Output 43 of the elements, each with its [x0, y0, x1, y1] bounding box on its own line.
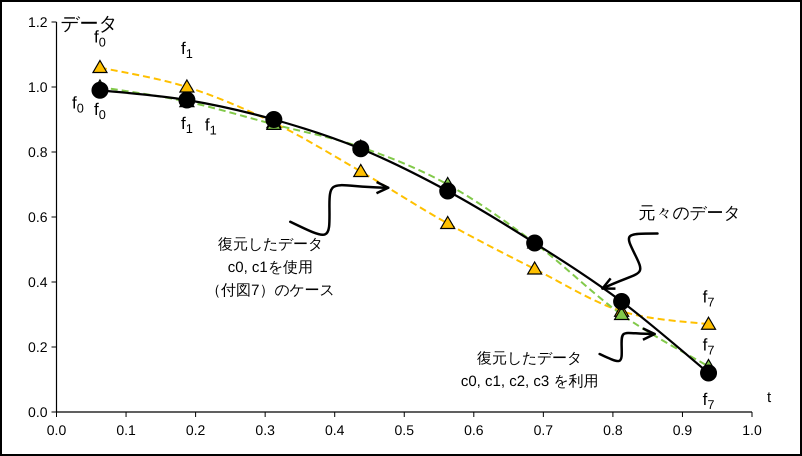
point [440, 216, 456, 230]
point [700, 316, 716, 330]
point [353, 164, 368, 178]
point [265, 111, 282, 128]
x-tick-label: 0.3 [255, 422, 276, 438]
annotation: f$_{0}$ [72, 93, 84, 116]
x-tick-label: 0.7 [534, 422, 554, 438]
annotation: f$_{7}$ [702, 287, 714, 310]
point [91, 82, 108, 99]
x-tick-label: 1.0 [742, 422, 762, 438]
point [439, 182, 456, 200]
y-tick-label: 1.0 [28, 79, 48, 95]
annotation: f$_{7}$ [702, 336, 714, 358]
x-tick-label: 0.2 [186, 422, 206, 438]
x-tick-label: 0.5 [394, 422, 414, 438]
point [700, 364, 718, 382]
annotation: 復元したデータc0, c1を使用（付図7）のケース [206, 236, 334, 299]
annotation: f$_{1}$ [180, 114, 193, 136]
y-tick-label: 0.0 [28, 404, 48, 420]
x-tick-label: 0.4 [324, 422, 345, 438]
annotation: 元々のデータ [638, 204, 740, 222]
x-tick-label: 0.0 [46, 422, 66, 438]
y-tick-label: 1.2 [28, 14, 48, 30]
y-tick-label: 0.6 [28, 209, 48, 225]
y-tick-label: 0.8 [28, 144, 48, 160]
point [527, 261, 542, 275]
y-tick-label: 0.2 [28, 339, 48, 355]
point [179, 79, 195, 93]
x-axis-title: t [767, 389, 772, 406]
annotation: f$_{7}$ [702, 390, 714, 412]
annotation: f$_{0}$ [94, 100, 106, 122]
point [92, 60, 108, 74]
y-tick-label: 0.4 [28, 274, 48, 290]
x-tick-label: 0.9 [672, 422, 692, 438]
annotation: f$_{1}$ [204, 116, 217, 138]
x-tick-label: 0.1 [116, 422, 136, 438]
point [352, 140, 370, 158]
x-tick-label: 0.8 [603, 422, 623, 438]
x-tick-label: 0.6 [464, 422, 484, 438]
point [526, 234, 544, 252]
annotation: 復元したデータc0, c1, c2, c3 を利用 [460, 350, 598, 390]
point [613, 293, 630, 310]
annotation: f$_{1}$ [180, 39, 193, 61]
